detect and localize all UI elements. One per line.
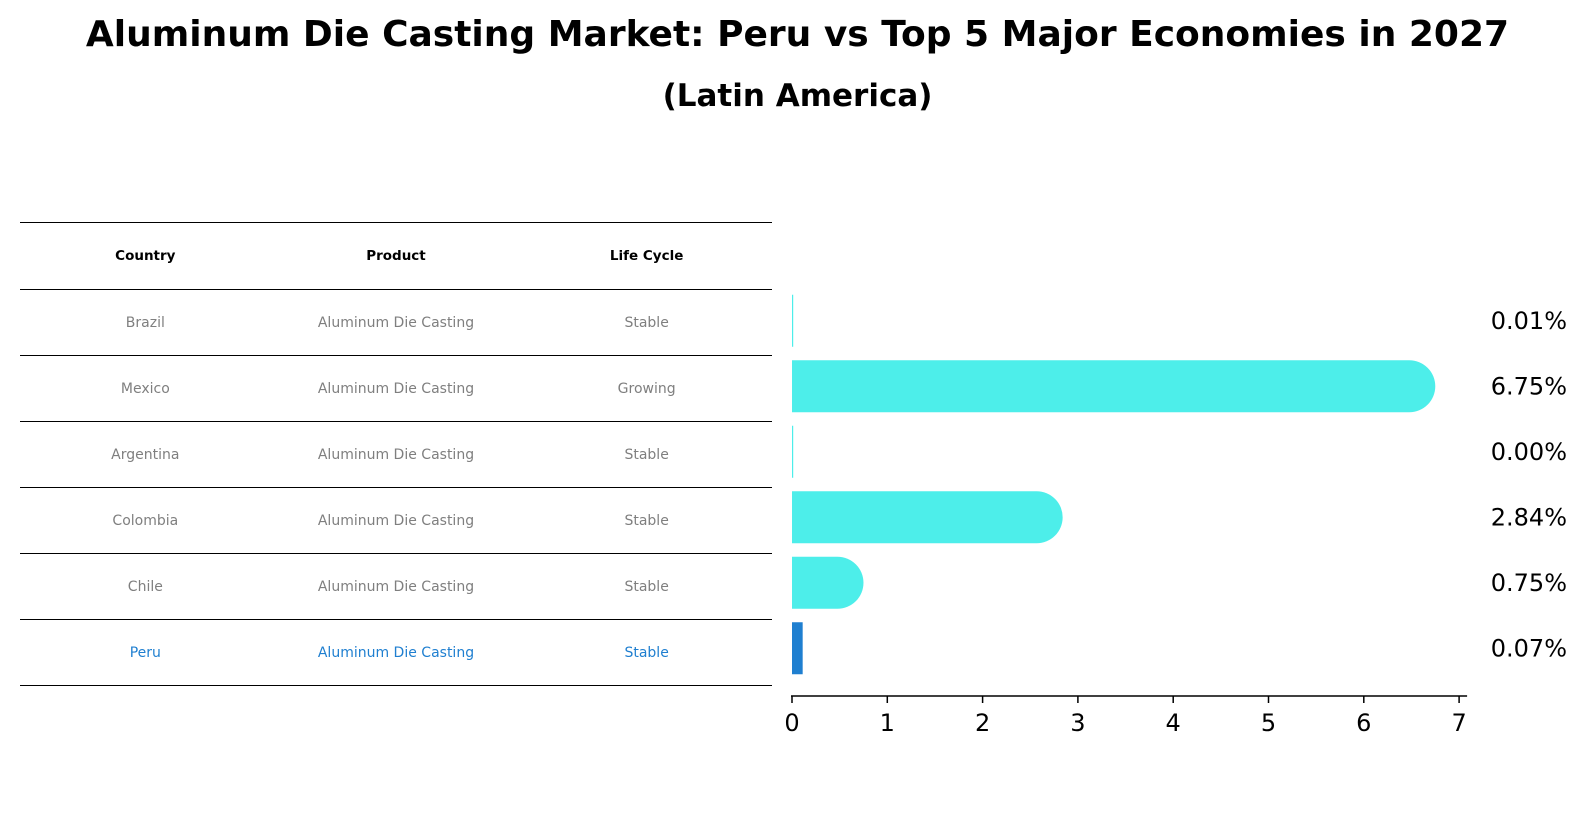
bar-colombia: [792, 491, 1063, 544]
country-cell: Mexico: [20, 355, 271, 422]
product-cell: Aluminum Die Casting: [270, 487, 522, 554]
table-row: Colombia Aluminum Die Casting Stable: [20, 487, 772, 554]
country-cell: Peru: [20, 619, 271, 686]
product-cell: Aluminum Die Casting: [270, 619, 522, 686]
product-cell: Aluminum Die Casting: [270, 421, 522, 488]
table-row: Chile Aluminum Die Casting Stable: [20, 553, 772, 620]
country-cell: Colombia: [20, 487, 271, 554]
bar-argentina: [792, 425, 794, 478]
table-row-highlighted: Peru Aluminum Die Casting Stable: [20, 619, 772, 686]
chart-title: Aluminum Die Casting Market: Peru vs Top…: [85, 14, 1510, 55]
column-header-product: Product: [270, 222, 522, 290]
x-tick-label: 5: [1261, 709, 1276, 737]
column-header-country: Country: [20, 222, 271, 290]
bar-mexico: [792, 360, 1436, 413]
product-cell: Aluminum Die Casting: [270, 289, 522, 356]
table-row: Brazil Aluminum Die Casting Stable: [20, 289, 772, 356]
chart-subtitle: (Latin America): [662, 78, 933, 114]
product-cell: Aluminum Die Casting: [270, 355, 522, 422]
life-cycle-cell: Stable: [521, 553, 772, 620]
bar-brazil: [792, 294, 794, 347]
value-label: 2.84%: [1491, 503, 1567, 531]
table-row: Argentina Aluminum Die Casting Stable: [20, 421, 772, 488]
life-cycle-cell: Stable: [521, 619, 772, 686]
x-tick-label: 6: [1356, 709, 1371, 737]
x-tick-label: 1: [880, 709, 895, 737]
value-label: 0.07%: [1491, 634, 1567, 662]
value-label: 6.75%: [1491, 372, 1567, 400]
country-cell: Argentina: [20, 421, 271, 488]
value-label: 0.00%: [1491, 438, 1567, 466]
x-tick-label: 7: [1451, 709, 1466, 737]
life-cycle-cell: Stable: [521, 487, 772, 554]
x-tick-label: 0: [784, 709, 799, 737]
data-table: Country Product Life Cycle Brazil Alumin…: [20, 222, 772, 686]
bar-peru: [792, 622, 803, 675]
table-row: Mexico Aluminum Die Casting Growing: [20, 355, 772, 422]
value-label: 0.75%: [1491, 569, 1567, 597]
x-tick-label: 3: [1070, 709, 1085, 737]
life-cycle-cell: Growing: [521, 355, 772, 422]
x-tick-label: 2: [975, 709, 990, 737]
life-cycle-cell: Stable: [521, 289, 772, 356]
value-label: 0.01%: [1491, 307, 1567, 335]
country-cell: Chile: [20, 553, 271, 620]
table-header-row: Country Product Life Cycle: [20, 222, 772, 290]
column-header-life-cycle: Life Cycle: [521, 222, 772, 290]
country-cell: Brazil: [20, 289, 271, 356]
life-cycle-cell: Stable: [521, 421, 772, 488]
bar-chile: [792, 556, 864, 609]
market-table: Country Product Life Cycle Brazil Alumin…: [20, 222, 772, 686]
x-tick-label: 4: [1166, 709, 1181, 737]
